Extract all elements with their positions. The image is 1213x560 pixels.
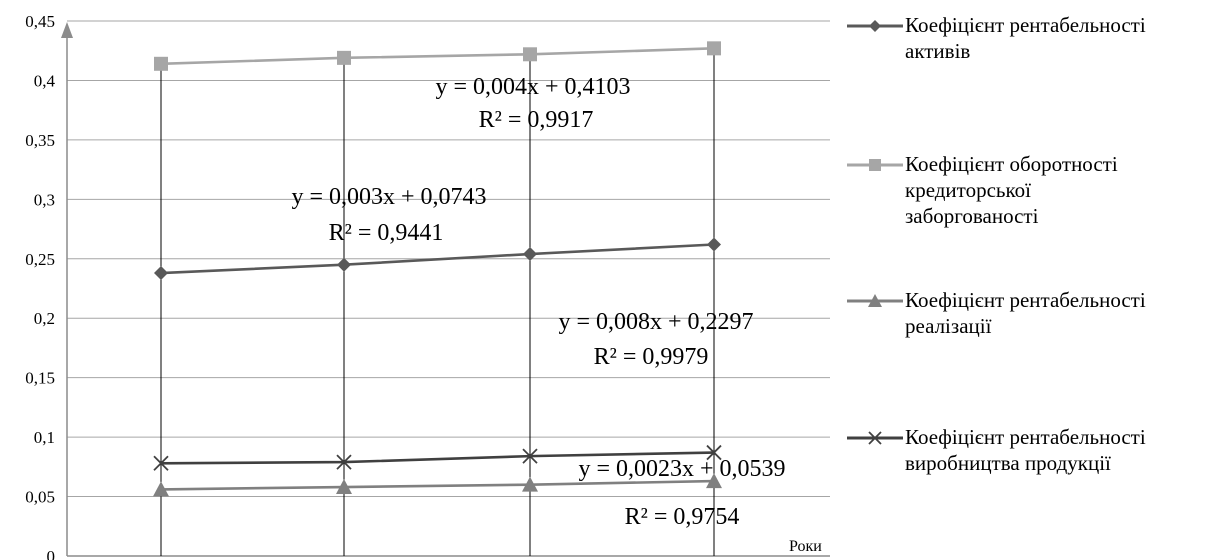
legend-marker-diamond: [847, 20, 903, 32]
data-point-diamond: [154, 266, 168, 281]
data-point-diamond: [337, 257, 351, 272]
data-point-square: [707, 41, 721, 56]
data-point-square: [154, 56, 168, 71]
x-axis-title: Роки: [789, 538, 822, 555]
data-point-diamond: [707, 237, 721, 252]
legend-label-1: Коефіцієнт рентабельності активів: [905, 12, 1146, 64]
series-group: [153, 41, 722, 497]
legend-line: активів: [905, 39, 971, 63]
legend-line: Коефіцієнт рентабельності: [905, 425, 1146, 449]
y-tick-label: 0,15: [25, 369, 55, 388]
axes: [61, 22, 830, 557]
trend-eq-3: y = 0,008x + 0,2297: [558, 309, 753, 335]
y-tick-label: 0,45: [25, 12, 55, 31]
trend-r2-3: R² = 0,9979: [594, 344, 709, 370]
legend-item-2: Коефіцієнт оборотності кредиторської заб…: [845, 151, 1213, 231]
legend-line: виробництва продукції: [905, 451, 1111, 475]
trend-eq-1: y = 0,004x + 0,4103: [435, 74, 630, 100]
y-tick-label: 0,25: [25, 250, 55, 269]
data-point-square: [523, 47, 537, 62]
data-point-triangle: [153, 481, 169, 497]
trendline-equations: y = 0,004x + 0,4103 R² = 0,9917 y = 0,00…: [291, 74, 785, 530]
legend-label-2: Коефіцієнт оборотності кредиторської заб…: [905, 151, 1118, 229]
legend-label-3: Коефіцієнт рентабельності реалізації: [905, 287, 1146, 339]
data-point-x: [153, 455, 169, 471]
data-point-triangle: [706, 473, 722, 489]
y-tick-label: 0,35: [25, 131, 55, 150]
y-tick-label: 0,3: [34, 190, 55, 209]
legend-line: Коефіцієнт рентабельності: [905, 13, 1146, 37]
y-tick-label: 0,2: [34, 309, 55, 328]
data-point-square: [337, 50, 351, 65]
drop-lines: [160, 48, 715, 556]
y-axis-tick-labels: 0 0,05 0,1 0,15 0,2 0,25 0,3 0,35 0,4 0,45: [25, 12, 55, 560]
trend-eq-4: y = 0,0023x + 0,0539: [578, 456, 785, 482]
y-tick-label: 0,1: [34, 428, 55, 447]
legend-item-3: Коефіцієнт рентабельності реалізації: [845, 287, 1213, 342]
trend-r2-1: R² = 0,9917: [479, 107, 594, 133]
legend-item-1: Коефіцієнт рентабельності активів: [845, 12, 1213, 72]
legend-line: кредиторської: [905, 178, 1031, 202]
data-point-x: [706, 444, 722, 461]
trend-r2-2: R² = 0,9441: [329, 220, 444, 246]
data-point-diamond: [523, 247, 537, 262]
y-tick-label: 0,05: [25, 488, 55, 507]
legend-line: реалізації: [905, 314, 992, 338]
legend-line: Коефіцієнт оборотності: [905, 152, 1118, 176]
data-point-x: [522, 448, 538, 464]
data-point-x: [336, 454, 352, 470]
legend-marker-square: [847, 159, 903, 171]
y-axis-arrow: [61, 22, 73, 38]
legend-item-4: Коефіцієнт рентабельності виробництва пр…: [845, 424, 1213, 479]
data-point-triangle: [522, 476, 538, 492]
y-tick-label: 0,4: [34, 71, 56, 90]
series-line-3: [160, 479, 715, 491]
legend-marker-x: [847, 431, 903, 445]
series-line-4: [160, 451, 715, 465]
y-tick-label: 0: [47, 547, 56, 560]
legend-label-4: Коефіцієнт рентабельності виробництва пр…: [905, 424, 1146, 476]
trend-r2-4: R² = 0,9754: [625, 504, 740, 530]
legend-line: Коефіцієнт рентабельності: [905, 288, 1146, 312]
legend-marker-triangle: [847, 294, 903, 307]
series-line-2: [160, 47, 715, 66]
trend-eq-2: y = 0,003x + 0,0743: [291, 184, 486, 210]
data-point-triangle: [336, 479, 352, 495]
legend-line: заборгованості: [905, 204, 1039, 228]
series-line-1: [160, 243, 715, 275]
